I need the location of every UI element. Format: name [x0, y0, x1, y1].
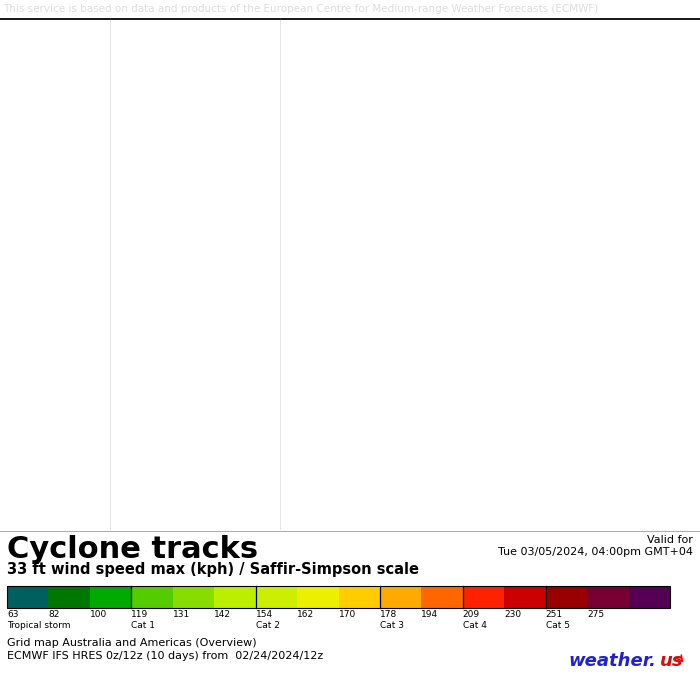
Bar — [214, 586, 256, 608]
Bar — [339, 586, 380, 608]
Text: 209: 209 — [463, 610, 480, 619]
Text: 170: 170 — [339, 610, 356, 619]
Text: weather.: weather. — [568, 652, 656, 670]
Text: 142: 142 — [214, 610, 231, 619]
Bar — [504, 586, 546, 608]
Text: Grid map Australia and Americas (Overview): Grid map Australia and Americas (Overvie… — [7, 638, 257, 648]
Bar — [587, 586, 629, 608]
Text: Cat 3: Cat 3 — [380, 621, 404, 630]
Text: 251: 251 — [546, 610, 563, 619]
Bar — [629, 586, 670, 608]
Text: Cat 2: Cat 2 — [256, 621, 279, 630]
Text: Valid for: Valid for — [647, 535, 693, 545]
Text: Cat 1: Cat 1 — [132, 621, 155, 630]
Bar — [7, 586, 48, 608]
Text: ECMWF IFS HRES 0z/12z (10 days) from  02/24/2024/12z: ECMWF IFS HRES 0z/12z (10 days) from 02/… — [7, 651, 323, 661]
Bar — [7, 586, 670, 608]
Text: 230: 230 — [504, 610, 522, 619]
Text: 154: 154 — [256, 610, 273, 619]
Bar — [256, 586, 297, 608]
Text: Tropical storm: Tropical storm — [7, 621, 71, 630]
Text: 63: 63 — [7, 610, 18, 619]
Text: 275: 275 — [587, 610, 604, 619]
Bar — [48, 586, 90, 608]
Text: Map data © OpenStreetMap contributors, rendering GIScience Research Group @ Heid: Map data © OpenStreetMap contributors, r… — [336, 520, 699, 527]
Text: Cat 5: Cat 5 — [546, 621, 570, 630]
Text: us: us — [660, 652, 684, 670]
Bar — [546, 586, 587, 608]
Text: 131: 131 — [173, 610, 190, 619]
Bar — [173, 586, 214, 608]
Text: 194: 194 — [421, 610, 438, 619]
Bar — [421, 586, 463, 608]
Bar — [463, 586, 504, 608]
Text: Tue 03/05/2024, 04:00pm GMT+04: Tue 03/05/2024, 04:00pm GMT+04 — [498, 547, 693, 557]
Text: 100: 100 — [90, 610, 107, 619]
Text: 178: 178 — [380, 610, 397, 619]
Bar — [90, 586, 132, 608]
Text: 119: 119 — [132, 610, 148, 619]
Bar — [132, 586, 173, 608]
Bar — [0, 18, 700, 20]
Text: Cyclone tracks: Cyclone tracks — [7, 535, 258, 564]
Text: This service is based on data and products of the European Centre for Medium-ran: This service is based on data and produc… — [4, 4, 598, 14]
Text: Cat 4: Cat 4 — [463, 621, 486, 630]
Text: 162: 162 — [297, 610, 314, 619]
Bar — [297, 586, 339, 608]
Bar — [380, 586, 421, 608]
Text: 82: 82 — [48, 610, 60, 619]
Text: 33 ft wind speed max (kph) / Saffir-Simpson scale: 33 ft wind speed max (kph) / Saffir-Simp… — [7, 562, 419, 577]
